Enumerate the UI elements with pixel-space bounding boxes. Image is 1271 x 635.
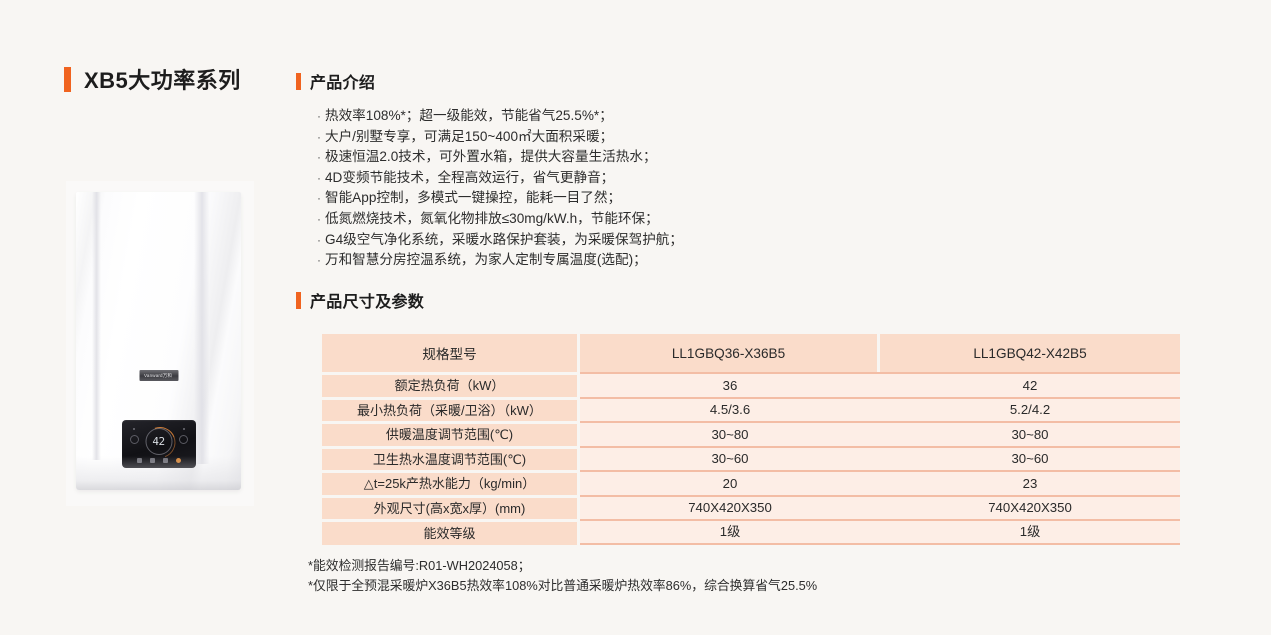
intro-bullet-text: 低氮燃烧技术，氮氧化物排放≤30mg/kW.h，节能环保； [325, 210, 659, 226]
table-row: 最小热负荷（采暖/卫浴）（kW） 4.5/3.6 5.2/4.2 [322, 396, 1180, 421]
spec-value-cell-model-a: 1级 [580, 519, 880, 545]
bullet-marker-icon: · [317, 109, 321, 123]
spec-table-header: 规格型号 LL1GBQ36-X36B5 LL1GBQ42-X42B5 [322, 334, 1180, 372]
spec-value-cell-model-a: 4.5/3.6 [580, 396, 880, 421]
series-title: XB5大功率系列 [64, 63, 241, 95]
boiler-highlight-right [194, 192, 210, 464]
spec-value-cell-model-a: 30~60 [580, 445, 880, 470]
accent-bar-icon [296, 291, 301, 309]
intro-bullet-text: 极速恒温2.0技术，可外置水箱，提供大容量生活热水； [325, 149, 657, 165]
spec-value-cell-model-b: 740X420X350 [880, 494, 1180, 519]
col-header-model-b: LL1GBQ42-X42B5 [880, 334, 1180, 372]
right-column: 产品介绍 · 热效率108%*；超一级能效，节能省气25.5%*； · 大户/别墅专享… [296, 0, 1271, 635]
intro-bullet-item: · 极速恒温2.0技术，可外置水箱，提供大容量生活热水； [317, 147, 1077, 168]
mode-icon-2 [149, 458, 155, 463]
dial-arc-icon [138, 421, 181, 464]
intro-bullet-text: 大户/别墅专享，可满足150~400㎡大面积采暖； [325, 128, 614, 144]
indicator-dot-right-icon [182, 428, 185, 430]
section-heading-intro-label: 产品介绍 [310, 75, 376, 92]
indicator-dot-left-icon [132, 428, 135, 430]
table-header-row: 规格型号 LL1GBQ36-X36B5 LL1GBQ42-X42B5 [322, 334, 1180, 372]
spec-value-cell-model-b: 5.2/4.2 [880, 396, 1180, 421]
table-row: 卫生热水温度调节范围(℃) 30~60 30~60 [322, 445, 1180, 470]
col-header-model-a: LL1GBQ36-X36B5 [580, 334, 880, 372]
intro-bullet-item: · 热效率108%*；超一级能效，节能省气25.5%*； [317, 106, 1077, 127]
footnote-list: *能效检测报告编号:R01-WH2024058； *仅限于全预混采暖炉X36B5热… [308, 556, 1208, 596]
table-row: 额定热负荷（kW） 36 42 [322, 372, 1180, 397]
intro-bullet-item: · 低氮燃烧技术，氮氧化物排放≤30mg/kW.h，节能环保； [317, 209, 1077, 230]
spec-label-cell: 外观尺寸(高x宽x厚）(mm) [322, 494, 580, 519]
brand-plate: Vanward万和 [139, 370, 178, 381]
col-header-spec: 规格型号 [322, 334, 580, 372]
product-photo: Vanward万和 42 [66, 181, 254, 506]
bullet-marker-icon: · [317, 170, 321, 185]
section-heading-parameters-label: 产品尺寸及参数 [310, 294, 425, 311]
table-row: △t=25k产热水能力（kg/min） 20 23 [322, 470, 1180, 495]
intro-bullet-text: 热效率108%*；超一级能效，节能省气25.5%*； [325, 108, 613, 123]
spec-value-cell-model-a: 30~80 [580, 421, 880, 446]
spec-value-cell-model-b: 1级 [880, 519, 1180, 545]
intro-bullet-text: G4级空气净化系统，采暖水路保护套装，为采暖保驾护航； [325, 231, 683, 247]
intro-bullet-item: · 4D变频节能技术，全程高效运行，省气更静音； [317, 168, 1077, 189]
footnote-text: *能效检测报告编号:R01-WH2024058； [308, 558, 531, 573]
table-row: 供暖温度调节范围(℃) 30~80 30~80 [322, 421, 1180, 446]
boiler-unit-image: Vanward万和 42 [76, 192, 241, 490]
footnote-text: *仅限于全预混采暖炉X36B5热效率108%对比普通采暖炉热效率86%，综合换算… [308, 578, 818, 593]
hotwater-button-icon [178, 435, 188, 444]
intro-bullet-item: · G4级空气净化系统，采暖水路保护套装，为采暖保驾护航； [317, 230, 1077, 251]
intro-bullet-text: 4D变频节能技术，全程高效运行，省气更静音； [325, 169, 615, 185]
bullet-marker-icon: · [317, 211, 321, 226]
spec-label-cell: 卫生热水温度调节范围(℃) [322, 445, 580, 470]
spec-value-cell-model-a: 20 [580, 470, 880, 495]
temperature-dial: 42 [138, 421, 181, 464]
accent-bar-icon [296, 72, 301, 90]
spec-value-cell-model-b: 42 [880, 372, 1180, 397]
spec-value-cell-model-a: 740X420X350 [580, 494, 880, 519]
spec-label-cell: 能效等级 [322, 519, 580, 545]
bullet-marker-icon: · [317, 191, 321, 206]
intro-bullet-text: 万和智慧分房控温系统，为家人定制专属温度(选配)； [325, 252, 647, 268]
section-heading-intro: 产品介绍 [296, 69, 375, 93]
spec-table-body: 额定热负荷（kW） 36 42 最小热负荷（采暖/卫浴）（kW） 4.5/3.6 5.2/… [322, 372, 1180, 545]
bullet-marker-icon: · [317, 129, 321, 144]
table-row: 外观尺寸(高x宽x厚）(mm) 740X420X350 740X420X350 [322, 494, 1180, 519]
spec-label-cell: 额定热负荷（kW） [322, 372, 580, 397]
series-title-label: XB5大功率系列 [84, 68, 241, 93]
spec-value-cell-model-b: 23 [880, 470, 1180, 495]
spec-value-cell-model-a: 36 [580, 372, 880, 397]
table-row: 能效等级 1级 1级 [322, 519, 1180, 545]
bullet-marker-icon: · [317, 150, 321, 165]
accent-bar-icon [64, 66, 71, 92]
spec-value-cell-model-b: 30~80 [880, 421, 1180, 446]
temperature-readout: 42 [152, 435, 165, 448]
spec-label-cell: 供暖温度调节范围(℃) [322, 421, 580, 446]
control-panel: 42 [121, 420, 196, 468]
spec-table: 规格型号 LL1GBQ36-X36B5 LL1GBQ42-X42B5 额定热负荷… [322, 334, 1180, 545]
intro-bullet-list: · 热效率108%*；超一级能效，节能省气25.5%*； · 大户/别墅专享，可满足1… [317, 106, 1077, 271]
intro-bullet-item: · 大户/别墅专享，可满足150~400㎡大面积采暖； [317, 127, 1077, 148]
mode-icon-3 [162, 458, 168, 463]
section-heading-parameters: 产品尺寸及参数 [296, 288, 424, 312]
boiler-highlight-left [92, 192, 101, 460]
intro-bullet-text: 智能App控制，多模式一键操控，能耗一目了然； [325, 190, 622, 206]
left-column: XB5大功率系列 Vanward万和 42 [0, 0, 290, 635]
heating-button-icon [129, 435, 139, 444]
spec-value-cell-model-b: 30~60 [880, 445, 1180, 470]
spec-label-cell: 最小热负荷（采暖/卫浴）（kW） [322, 396, 580, 421]
bullet-marker-icon: · [317, 253, 321, 268]
panel-icon-row [122, 458, 196, 463]
brand-plate-label: Vanward万和 [144, 373, 173, 379]
intro-bullet-item: · 万和智慧分房控温系统，为家人定制专属温度(选配)； [317, 250, 1077, 271]
intro-bullet-item: · 智能App控制，多模式一键操控，能耗一目了然； [317, 188, 1077, 209]
mode-icon-1 [136, 458, 142, 463]
spec-label-cell: △t=25k产热水能力（kg/min） [322, 470, 580, 495]
power-indicator-icon [175, 458, 181, 463]
bullet-marker-icon: · [317, 232, 321, 247]
